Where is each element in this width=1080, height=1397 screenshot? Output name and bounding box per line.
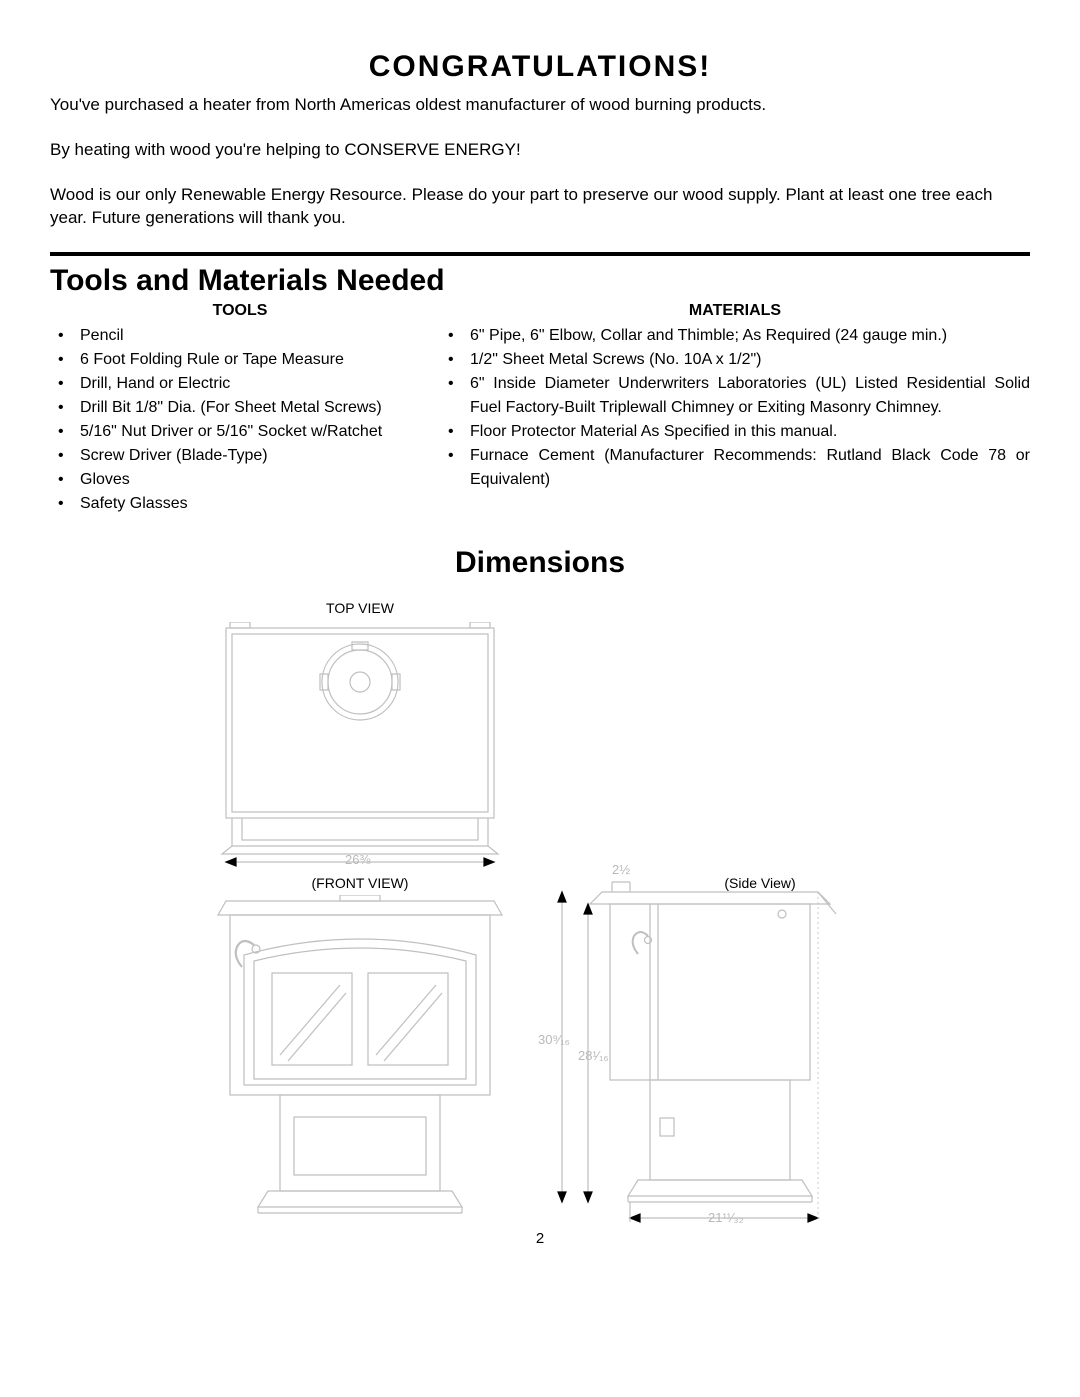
intro-p3: Wood is our only Renewable Energy Resour…: [50, 184, 1030, 230]
page-number: 2: [50, 1230, 1030, 1247]
list-item: Gloves: [58, 468, 430, 492]
tools-materials-row: TOOLS Pencil6 Foot Folding Rule or Tape …: [50, 302, 1030, 516]
list-item: 1/2" Sheet Metal Screws (No. 10A x 1/2"): [448, 348, 1030, 372]
top-view-drawing: [220, 622, 500, 867]
front-view-drawing: [210, 895, 510, 1215]
dim-side-depth: 21¹¹⁄₃₂: [708, 1210, 744, 1225]
list-item: Screw Driver (Blade-Type): [58, 444, 430, 468]
materials-column: MATERIALS 6" Pipe, 6" Elbow, Collar and …: [440, 302, 1030, 516]
dim-side-h2: 28¹⁄₁₆: [578, 1048, 609, 1063]
front-view-label: (FRONT VIEW): [300, 875, 420, 891]
list-item: 6 Foot Folding Rule or Tape Measure: [58, 348, 430, 372]
intro-p2: By heating with wood you're helping to C…: [50, 139, 1030, 162]
intro-block: You've purchased a heater from North Ame…: [50, 94, 1030, 230]
list-item: Floor Protector Material As Specified in…: [448, 420, 1030, 444]
top-view-label: TOP VIEW: [300, 600, 420, 616]
list-item: Drill, Hand or Electric: [58, 372, 430, 396]
list-item: Furnace Cement (Manufacturer Recommends:…: [448, 444, 1030, 492]
divider: [50, 252, 1030, 256]
list-item: 6" Inside Diameter Underwriters Laborato…: [448, 372, 1030, 420]
materials-heading: MATERIALS: [440, 302, 1030, 320]
list-item: Drill Bit 1/8" Dia. (For Sheet Metal Scr…: [58, 396, 430, 420]
materials-list: 6" Pipe, 6" Elbow, Collar and Thimble; A…: [440, 324, 1030, 492]
dim-side-h1: 30⁹⁄₁₆: [538, 1032, 570, 1047]
list-item: 6" Pipe, 6" Elbow, Collar and Thimble; A…: [448, 324, 1030, 348]
congratulations-heading: CONGRATULATIONS!: [50, 50, 1030, 84]
list-item: 5/16" Nut Driver or 5/16" Socket w/Ratch…: [58, 420, 430, 444]
tools-materials-heading: Tools and Materials Needed: [50, 264, 1030, 298]
tools-heading: TOOLS: [50, 302, 430, 320]
dimensions-heading: Dimensions: [50, 546, 1030, 580]
list-item: Pencil: [58, 324, 430, 348]
list-item: Safety Glasses: [58, 492, 430, 516]
dim-side-top: 2½: [612, 862, 630, 877]
intro-p1: You've purchased a heater from North Ame…: [50, 94, 1030, 117]
tools-column: TOOLS Pencil6 Foot Folding Rule or Tape …: [50, 302, 430, 516]
tools-list: Pencil6 Foot Folding Rule or Tape Measur…: [50, 324, 430, 516]
dim-top-width: 26⅜: [345, 852, 370, 867]
dimensions-diagram: TOP VIEW: [50, 600, 1030, 1220]
